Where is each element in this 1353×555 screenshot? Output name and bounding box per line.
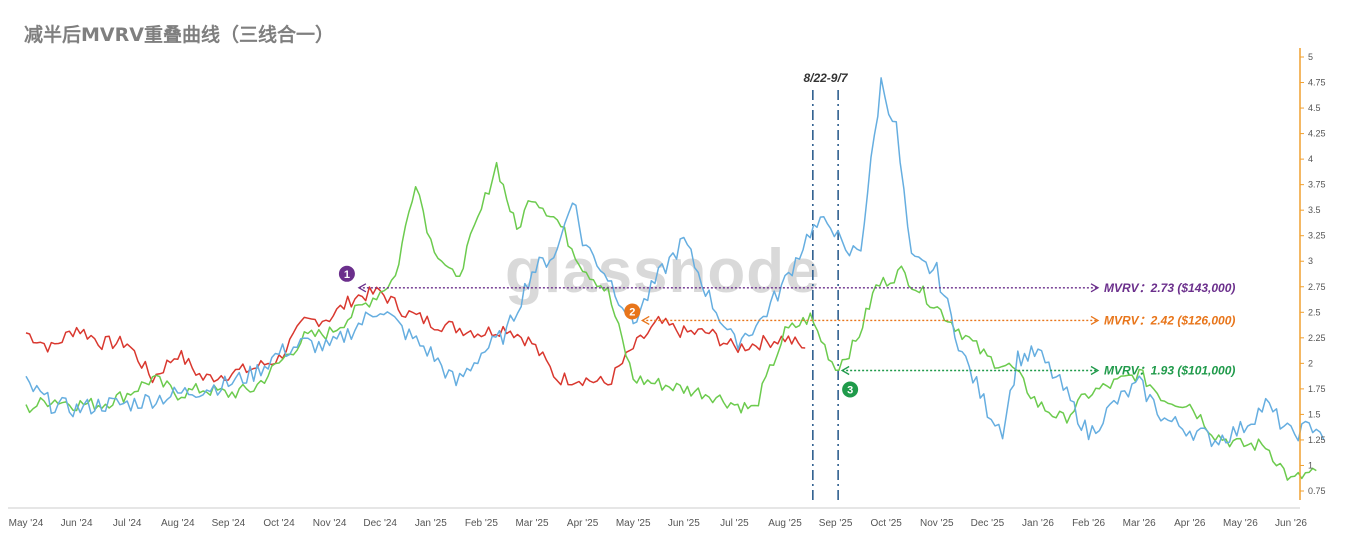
x-tick-label: Sep '24 — [212, 518, 246, 529]
annotation-arrow-left-1 — [357, 283, 367, 293]
axes: 5 4.75 4.5 4.25 4 3.75 3.5 3.25 3 2.75 2.5 2.25 2 1.7… — [8, 48, 1326, 529]
x-tick-label: Jun '25 — [668, 518, 700, 529]
y-tick-label: 1 — [1308, 460, 1313, 470]
annotation-marker-number-1: 1 — [344, 269, 350, 281]
x-tick-label: Aug '25 — [768, 518, 802, 529]
y-tick-label: 3.5 — [1308, 205, 1321, 215]
y-tick-label: 4.25 — [1308, 129, 1326, 139]
y-tick-label: 5 — [1308, 52, 1313, 62]
y-tick-label: 2.25 — [1308, 333, 1326, 343]
annotation-arrow-right-3 — [1090, 365, 1100, 376]
x-tick-label: Jan '25 — [415, 518, 447, 529]
x-tick-label: Jun '24 — [61, 518, 93, 529]
x-tick-label: May '25 — [616, 518, 651, 529]
x-tick-label: Jun '26 — [1275, 518, 1307, 529]
x-tick-label: May '26 — [1223, 518, 1258, 529]
annotation-marker-1 — [338, 265, 355, 282]
annotation-label-3: MVRV：1.93 ($101,000) — [1104, 364, 1235, 378]
annotation-marker-number-2: 2 — [629, 306, 635, 318]
x-tick-label: Feb '25 — [465, 518, 498, 529]
y-tick-label: 0.75 — [1308, 486, 1326, 496]
annotation-marker-number-3: 3 — [847, 385, 853, 397]
x-tick-label: Apr '25 — [567, 518, 599, 529]
x-tick-label: Jan '26 — [1022, 518, 1054, 529]
x-tick-label: Aug '24 — [161, 518, 195, 529]
x-tick-label: Apr '26 — [1174, 518, 1206, 529]
x-tick-label: Nov '24 — [313, 518, 347, 529]
annotation-arrow-right-2 — [1090, 315, 1100, 326]
x-tick-label: Jul '25 — [720, 518, 749, 529]
x-tick-label: Jul '24 — [113, 518, 142, 529]
annotation-marker-3 — [842, 381, 859, 398]
annotation-label-1: MVRV：2.73 ($143,000) — [1104, 281, 1235, 295]
y-tick-label: 2.75 — [1308, 282, 1326, 292]
series-lines — [25, 77, 1325, 481]
annotation-arrow-left-3 — [840, 365, 850, 376]
x-tick-label: Sep '25 — [819, 518, 853, 529]
x-tick-label: May '24 — [9, 518, 44, 529]
series-line-green — [25, 161, 1317, 481]
x-tick-label: Dec '24 — [363, 518, 397, 529]
x-tick-label: Dec '25 — [971, 518, 1005, 529]
x-tick-label: Mar '26 — [1123, 518, 1156, 529]
x-tick-label: Oct '24 — [263, 518, 295, 529]
annotation-arrow-right-1 — [1090, 283, 1100, 293]
annotation-marker-2 — [624, 303, 641, 320]
x-tick-label: Feb '26 — [1072, 518, 1105, 529]
y-tick-label: 3.75 — [1308, 180, 1326, 190]
range-label: 8/22-9/7 — [803, 71, 848, 85]
y-tick-label: 3.25 — [1308, 231, 1326, 241]
annotation-arrow-left-2 — [640, 315, 650, 326]
x-tick-label: Oct '25 — [871, 518, 903, 529]
x-tick-label: Mar '25 — [515, 518, 548, 529]
x-tick-label: Nov '25 — [920, 518, 954, 529]
y-tick-label: 1.75 — [1308, 384, 1326, 394]
y-tick-label: 3 — [1308, 256, 1313, 266]
chart-title: 减半后MVRV重叠曲线（三线合一） — [24, 24, 334, 46]
series-line-red — [25, 286, 806, 387]
annotation-label-2: MVRV：2.42 ($126,000) — [1104, 313, 1235, 327]
y-tick-label: 2 — [1308, 358, 1313, 368]
y-tick-label: 1.25 — [1308, 435, 1326, 445]
series-line-blue — [25, 77, 1325, 448]
date-range-markers: 8/22-9/7 — [803, 71, 849, 502]
y-tick-label: 4 — [1308, 154, 1313, 164]
y-tick-label: 4.75 — [1308, 78, 1326, 88]
y-tick-label: 2.5 — [1308, 307, 1321, 317]
annotations: MVRV：2.73 ($143,000) 1 MVRV：2.42 ($126,000… — [338, 265, 1235, 398]
y-tick-label: 1.5 — [1308, 409, 1321, 419]
y-tick-label: 4.5 — [1308, 103, 1321, 113]
